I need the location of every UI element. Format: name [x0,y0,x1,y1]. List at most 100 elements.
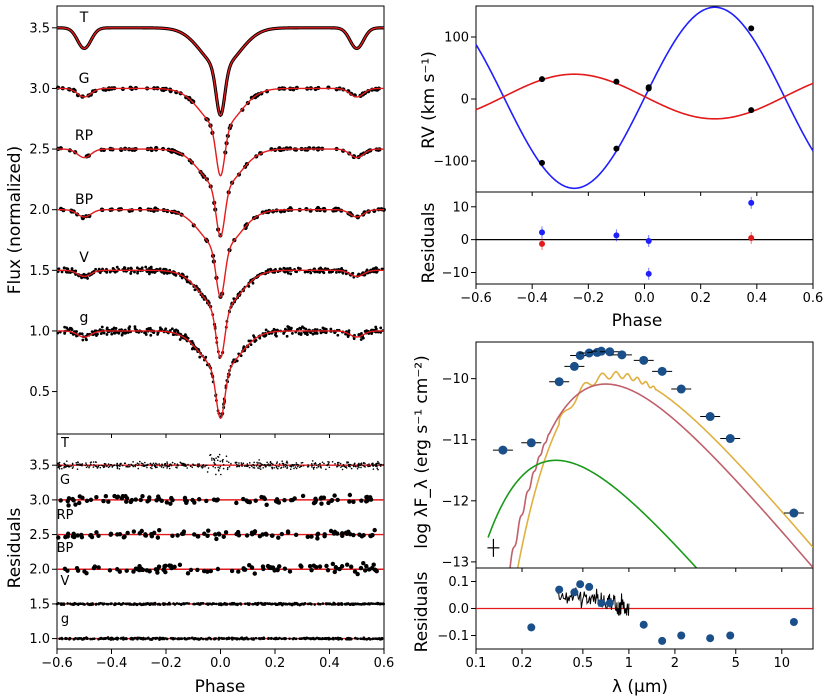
band-label: G [79,71,90,87]
residual-point [223,530,229,535]
residual-point [356,602,359,606]
residual-point [297,464,300,466]
data-point [96,332,99,336]
residual-point [82,603,86,606]
data-point [283,327,287,331]
residual-point [56,464,59,466]
residual-point [334,462,336,465]
residual-point [332,493,337,498]
residual-point [95,461,97,464]
residual-point [111,637,115,641]
residual-point [57,602,60,605]
x-tick-label: 10 [774,656,791,671]
data-point [193,288,197,292]
residual-point [98,464,100,467]
model-curve [57,208,384,298]
data-point [60,270,64,274]
residual-point [258,459,260,461]
residual-point [331,460,334,463]
residual-point [367,602,370,605]
residual-point [75,533,80,538]
residual-point [276,467,279,470]
data-point [63,331,67,335]
residual-point [204,637,208,641]
residual-point [371,562,376,567]
residual-point [222,458,224,461]
residual-point [213,532,218,537]
residual-point [170,464,173,467]
residual-point [214,602,218,606]
residual-point [116,462,118,465]
residual-point [175,602,179,605]
x-tick-label: −0.6 [41,656,73,671]
y-tick-label: 1.5 [29,597,50,612]
y-tick-label: −10 [442,266,469,281]
residual-point [353,462,356,465]
residual-point [105,602,109,606]
residual-point [84,498,90,503]
residual-point [153,464,156,466]
residual-point [285,529,291,534]
data-point [304,327,308,331]
residual-point [242,462,245,465]
sed-panel: −13 −12 −11 −10 [442,341,814,572]
residual-point [347,499,352,504]
photometry-point [554,377,564,387]
residual-point [313,603,317,606]
residual-point [227,636,231,640]
residual-point [144,461,146,464]
residual-point [309,603,313,606]
residual-point [81,464,83,467]
data-point [137,206,143,212]
residual-point [92,637,96,641]
residual-point [166,462,169,465]
residual-point [201,637,205,641]
residual-point [259,494,264,500]
data-point [360,331,363,335]
residual-point [347,463,350,466]
residual-point [338,464,340,467]
residual-point [299,637,303,640]
residual-point [133,636,137,640]
residual-point [56,535,61,540]
x-tick-label: −0.4 [96,656,128,671]
residual-point [71,467,74,469]
data-point [291,331,294,335]
residual-point [61,602,65,605]
data-point [150,270,154,274]
residual-point [339,531,345,536]
residual-point [262,637,265,641]
data-point [336,333,340,337]
residual-point [199,602,202,606]
residual-point [188,637,191,640]
residual-point [70,465,73,467]
residual-point [275,465,278,468]
data-point [347,329,351,333]
residual-point [131,464,134,467]
residual-point [337,463,339,466]
residual-point [239,603,243,606]
residual-point [264,464,267,466]
residual-point [202,531,207,536]
residual-point [109,636,113,640]
data-point [65,326,69,330]
residual-point [264,532,269,537]
residual-point [286,460,288,463]
residual-point [315,531,321,537]
residual-point [285,464,288,467]
residual-point [302,603,306,606]
data-point [136,271,139,275]
residual-band-rp: RP [56,508,384,542]
data-point [114,326,118,330]
residual-point [278,602,282,606]
residual-point [137,467,140,470]
residual-point [200,466,203,468]
residual-point [142,637,145,640]
residual-point [131,569,136,574]
residual-point [247,499,253,505]
rv-panel: −100 0 100 [433,5,814,196]
residual-point [138,497,143,503]
residual-point [135,603,139,606]
residual-point [261,463,264,466]
data-point [110,332,114,336]
